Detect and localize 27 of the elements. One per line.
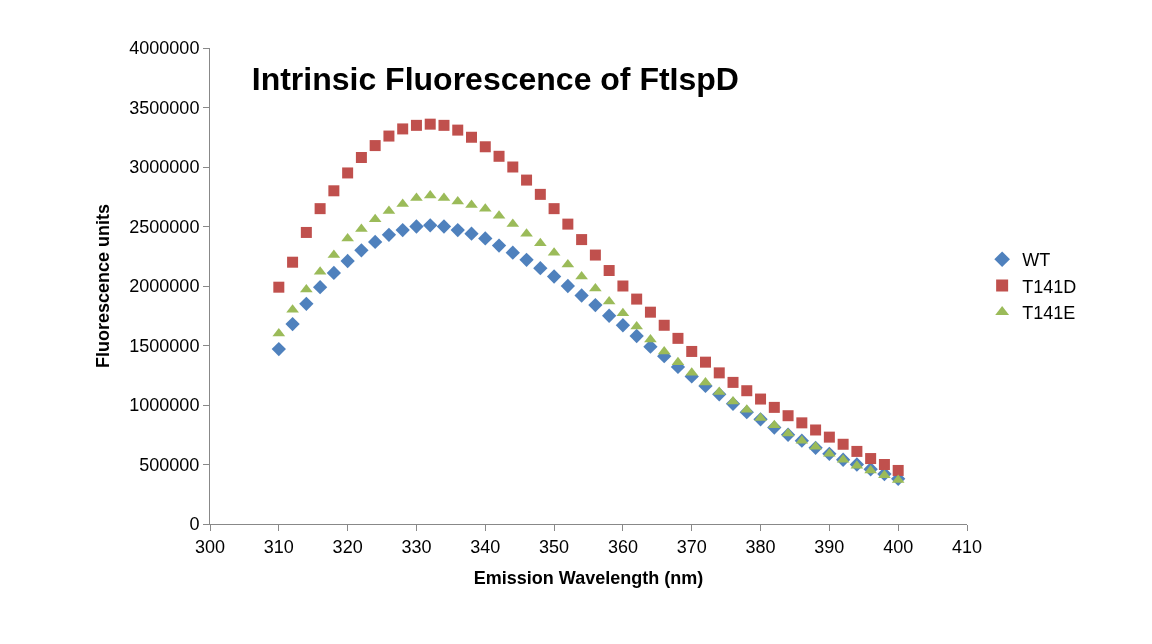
x-tick-label: 370 (676, 536, 707, 557)
x-tick-label: 310 (263, 536, 294, 557)
y-tick-label: 0 (189, 514, 200, 535)
x-tick-label: 410 (951, 536, 983, 557)
x-tick-label: 320 (332, 536, 363, 557)
x-tick-label: 340 (470, 536, 501, 557)
x-tick-label: 330 (401, 536, 432, 557)
y-tick-label: 500000 (139, 454, 200, 475)
legend-label: T141E (1022, 303, 1076, 324)
y-tick-label: 3000000 (129, 157, 200, 178)
y-tick-label: 3500000 (129, 97, 200, 118)
x-tick-label: 350 (539, 536, 570, 557)
y-axis-title: Fluorescence units (92, 203, 113, 369)
y-tick-label: 1000000 (129, 395, 200, 416)
x-tick-label: 360 (607, 536, 638, 557)
legend-label: T141D (1022, 276, 1077, 297)
x-tick-label: 400 (883, 536, 914, 557)
x-tick-label: 300 (194, 536, 226, 557)
chart-title: Intrinsic Fluorescence of FtIspD (251, 61, 739, 98)
y-tick-label: 4000000 (129, 38, 200, 59)
x-tick-label: 380 (745, 536, 776, 557)
x-axis-title: Emission Wavelength (nm) (473, 567, 704, 588)
y-tick-label: 2500000 (129, 216, 200, 237)
y-tick-label: 1500000 (129, 335, 200, 356)
x-tick-label: 390 (814, 536, 845, 557)
y-tick-label: 2000000 (129, 276, 200, 297)
legend-label: WT (1022, 250, 1051, 271)
